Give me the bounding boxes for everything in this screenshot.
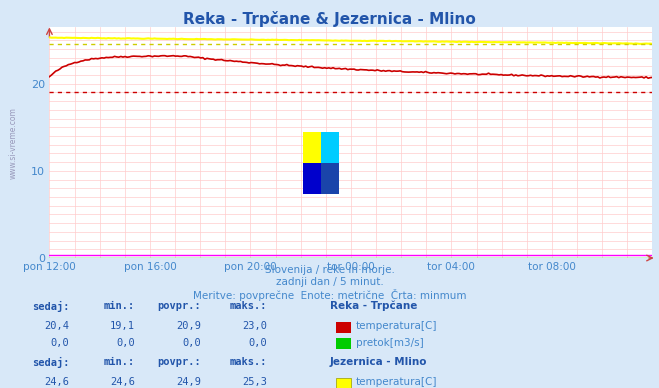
Text: pretok[m3/s]: pretok[m3/s] [356, 338, 424, 348]
Bar [303, 163, 322, 194]
Text: 0,0: 0,0 [248, 338, 267, 348]
Text: Meritve: povprečne  Enote: metrične  Črta: minmum: Meritve: povprečne Enote: metrične Črta:… [192, 289, 467, 301]
Text: 23,0: 23,0 [242, 321, 267, 331]
Text: 24,9: 24,9 [176, 377, 201, 387]
Text: sedaj:: sedaj: [32, 357, 69, 368]
Text: Reka - Trpčane: Reka - Trpčane [330, 301, 417, 311]
Text: 0,0: 0,0 [183, 338, 201, 348]
Text: 19,1: 19,1 [110, 321, 135, 331]
Text: temperatura[C]: temperatura[C] [356, 377, 438, 387]
Bar [322, 163, 339, 194]
Text: 24,6: 24,6 [110, 377, 135, 387]
Bar [322, 132, 339, 163]
Text: 20,9: 20,9 [176, 321, 201, 331]
Text: 24,6: 24,6 [44, 377, 69, 387]
Text: www.si-vreme.com: www.si-vreme.com [9, 107, 18, 178]
Text: sedaj:: sedaj: [32, 301, 69, 312]
Bar [303, 132, 322, 163]
Text: 20,4: 20,4 [44, 321, 69, 331]
Text: Jezernica - Mlino: Jezernica - Mlino [330, 357, 427, 367]
Text: povpr.:: povpr.: [158, 301, 201, 311]
Text: maks.:: maks.: [229, 357, 267, 367]
Text: 25,3: 25,3 [242, 377, 267, 387]
Text: Slovenija / reke in morje.: Slovenija / reke in morje. [264, 265, 395, 275]
Text: Reka - Trpčane & Jezernica - Mlino: Reka - Trpčane & Jezernica - Mlino [183, 11, 476, 27]
Text: maks.:: maks.: [229, 301, 267, 311]
Text: min.:: min.: [104, 357, 135, 367]
Text: povpr.:: povpr.: [158, 357, 201, 367]
Text: 0,0: 0,0 [117, 338, 135, 348]
Text: temperatura[C]: temperatura[C] [356, 321, 438, 331]
Text: 0,0: 0,0 [51, 338, 69, 348]
Text: zadnji dan / 5 minut.: zadnji dan / 5 minut. [275, 277, 384, 287]
Text: min.:: min.: [104, 301, 135, 311]
